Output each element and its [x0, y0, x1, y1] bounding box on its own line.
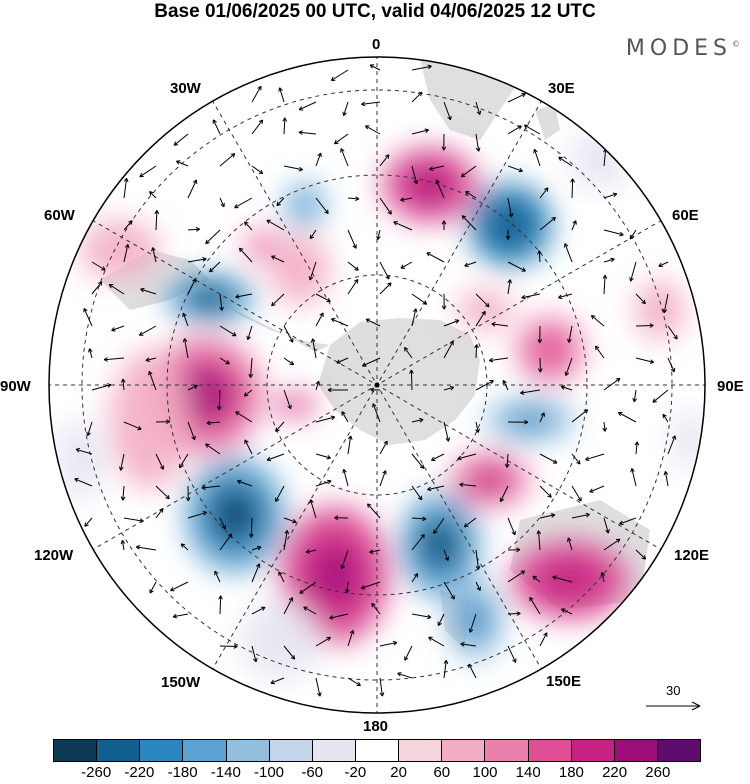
colorbar-swatch	[442, 740, 485, 761]
colorbar-ticks: -260 -220 -180 -140 -100 -60 -20 20 60 100 140 180 2…	[0, 764, 750, 784]
anomaly-contour	[468, 466, 512, 494]
colorbar-tick-label: 220	[602, 764, 627, 781]
lon-label-120e: 120E	[674, 547, 709, 564]
wind-arrow	[411, 370, 412, 390]
lon-label-90e: 90E	[717, 378, 744, 395]
wind-arrow	[220, 646, 237, 647]
colorbar-tick-label: 60	[433, 764, 450, 781]
colorbar-swatch	[313, 740, 356, 761]
colorbar-swatch	[615, 740, 658, 761]
anomaly-contour	[273, 393, 317, 417]
colorbar-tick-label: -180	[168, 764, 198, 781]
wind-arrow	[508, 613, 520, 614]
south-pole-point	[375, 383, 380, 388]
colorbar-swatch	[140, 740, 183, 761]
colorbar-tick-label: -100	[254, 764, 284, 781]
colorbar-tick-label: 180	[559, 764, 584, 781]
colorbar-tick-label: 100	[472, 764, 497, 781]
colorbar-tick-label: -20	[345, 764, 367, 781]
wind-arrow	[476, 345, 477, 359]
colorbar-tick-label: 140	[516, 764, 541, 781]
anomaly-contour	[293, 193, 317, 217]
anomaly-contour	[508, 410, 552, 430]
lon-label-60w: 60W	[44, 207, 75, 224]
anomaly-contour	[534, 556, 606, 604]
anomaly-contour	[430, 533, 450, 557]
colorbar-swatch	[485, 740, 528, 761]
lon-label-150w: 150W	[161, 674, 200, 691]
anomaly-contour	[240, 600, 320, 680]
wind-arrow	[220, 596, 221, 614]
colorbar-tick-label: -220	[124, 764, 154, 781]
anomaly-contour	[461, 600, 489, 640]
colorbar-swatch	[658, 740, 700, 761]
colorbar-tick-label: -260	[81, 764, 111, 781]
lon-label-30w: 30W	[170, 80, 201, 97]
anomaly-contour	[570, 130, 630, 190]
wind-arrow	[572, 179, 573, 198]
reference-vector-label: 30	[666, 683, 680, 698]
colorbar-swatch	[183, 740, 226, 761]
colorbar-swatch	[529, 740, 572, 761]
lon-label-60e: 60E	[672, 207, 699, 224]
lon-label-0: 0	[372, 36, 380, 53]
colorbar-swatch	[270, 740, 313, 761]
colorbar-swatch	[54, 740, 97, 761]
anomaly-contour	[635, 280, 685, 340]
colorbar-swatch	[356, 740, 399, 761]
anomaly-contour	[670, 410, 710, 470]
colorbar-tick-label: -60	[301, 764, 323, 781]
colorbar	[53, 739, 701, 762]
anomaly-contour	[317, 553, 353, 597]
colorbar-swatch	[227, 740, 270, 761]
anomaly-contour	[55, 420, 105, 500]
anomaly-contour	[416, 173, 444, 197]
anomaly-contour	[270, 235, 330, 305]
lon-label-90w: 90W	[0, 378, 31, 395]
anomaly-contour	[457, 290, 513, 330]
colorbar-swatch	[572, 740, 615, 761]
lon-label-150e: 150E	[546, 673, 581, 690]
colorbar-swatch	[399, 740, 442, 761]
colorbar-swatch	[97, 740, 140, 761]
wind-arrow	[636, 326, 653, 327]
lon-label-30e: 30E	[548, 80, 575, 97]
lon-label-180: 180	[363, 718, 388, 735]
lon-label-120w: 120W	[34, 547, 73, 564]
colorbar-tick-label: -140	[211, 764, 241, 781]
colorbar-tick-label: 260	[645, 764, 670, 781]
anomaly-contour	[80, 220, 160, 280]
colorbar-tick-label: 20	[390, 764, 407, 781]
polar-map	[0, 0, 750, 735]
anomaly-contour	[198, 290, 222, 306]
anomaly-contour	[532, 332, 568, 368]
